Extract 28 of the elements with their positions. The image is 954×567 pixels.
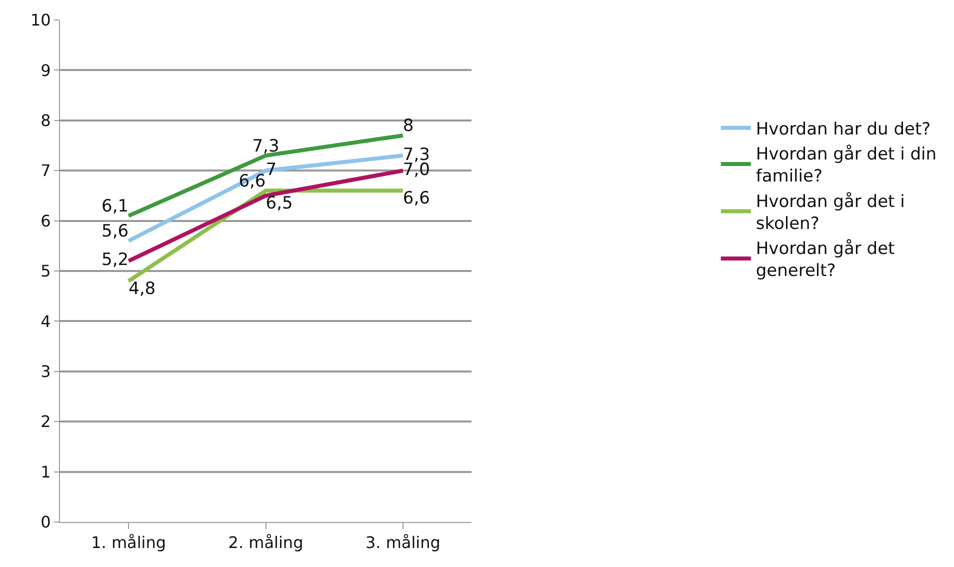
- x-tick-label: 2. måling: [228, 533, 304, 552]
- legend-label: Hvordan har du det?: [756, 120, 931, 140]
- data-label: 6,6: [402, 188, 430, 208]
- y-tick-label: 0: [40, 512, 51, 532]
- x-tick-label: 1. måling: [91, 533, 166, 552]
- y-tick-label: 8: [40, 111, 51, 130]
- legend-label: Hvordan går det i skolen?: [756, 192, 905, 234]
- data-label: 5,6: [102, 222, 129, 242]
- data-label: 6,5: [266, 193, 293, 214]
- y-tick-label: 5: [40, 262, 51, 281]
- data-label: 6,6: [238, 171, 266, 192]
- y-tick-label: 1: [40, 462, 51, 482]
- data-label: 7: [266, 160, 277, 180]
- legend-label: Hvordan går det i din familie?: [756, 144, 937, 187]
- data-label: 7,3: [252, 136, 280, 156]
- data-label: 5,2: [102, 250, 129, 270]
- legend-label: Hvordan går det generelt?: [756, 239, 896, 282]
- y-tick-label: 10: [30, 10, 51, 30]
- data-label: 4,8: [128, 278, 156, 299]
- y-tick-label: 3: [40, 362, 51, 381]
- data-label: 8: [402, 116, 414, 136]
- y-tick-label: 7: [40, 161, 51, 180]
- y-tick-label: 2: [40, 412, 51, 432]
- x-tick-label: 3. måling: [365, 533, 440, 552]
- y-tick-label: 9: [40, 60, 51, 80]
- y-tick-label: 4: [40, 312, 51, 331]
- y-tick-label: 6: [40, 211, 51, 230]
- data-label: 6,1: [102, 196, 129, 217]
